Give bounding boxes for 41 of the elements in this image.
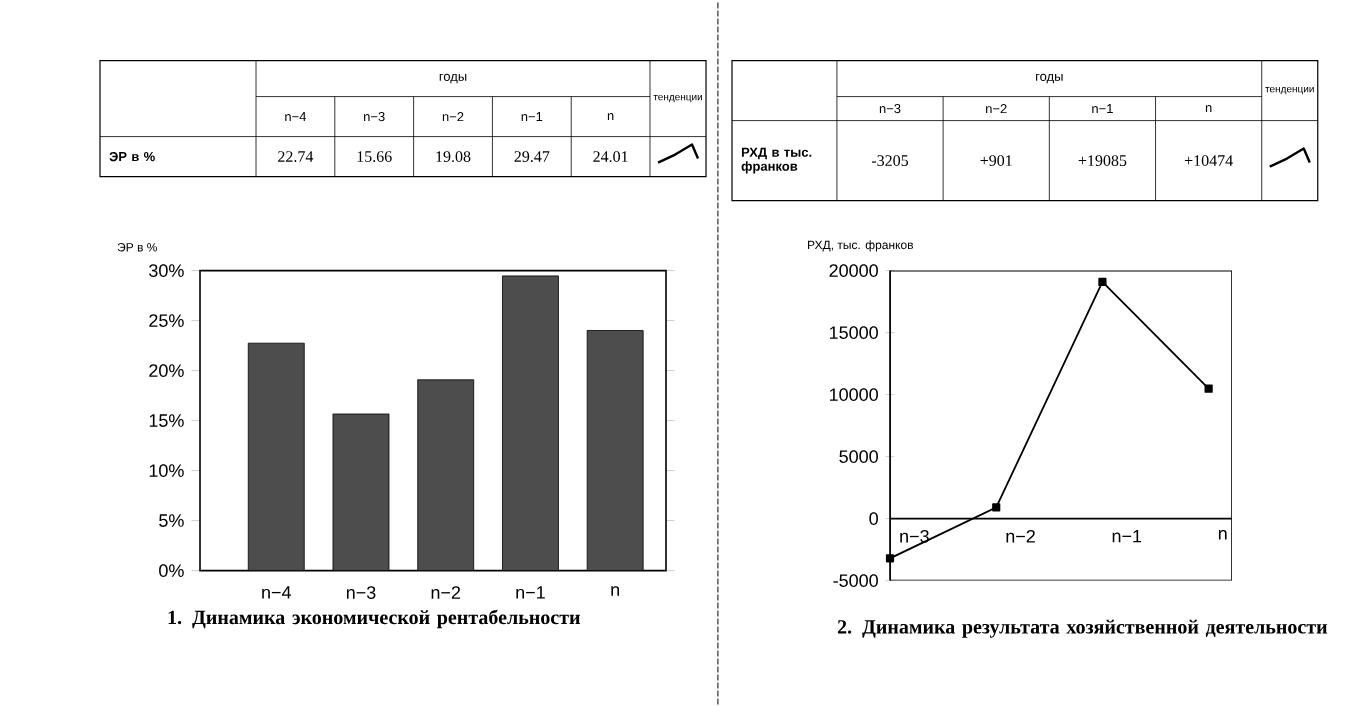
data-label: +19085 [1078,155,1127,167]
text: 1. Динамика экономической рентабельности [168,610,581,629]
bar [502,275,559,571]
data-label: 29.47 [514,151,550,163]
bar [247,343,305,571]
point [1098,278,1107,287]
x-tick-label: n−3 [346,586,376,600]
point [885,554,895,563]
y-tick-label: 0% [159,564,184,578]
x-tick-label: n−2 [1006,530,1035,543]
y-tick-label: 15000 [830,326,878,340]
data-label: 19.08 [436,151,471,163]
bar [586,330,644,571]
y-tick-label: 0 [869,512,878,526]
y-tick-label: 25% [149,314,184,328]
y-tick-label: 30% [149,264,184,278]
y-tick-label: 5% [159,514,184,528]
data-label: -3205 [871,155,909,167]
point [992,503,1001,512]
data-label: 15.66 [357,151,392,163]
x-tick-label: n−1 [516,586,545,599]
y-tick-label: 20% [149,364,184,378]
point [1204,385,1213,394]
y-tick-label: -5000 [833,574,878,588]
y-tick-label: 10% [149,464,184,478]
text: 2. Динамика результата хозяйственной деятельности [837,620,1328,639]
bar [417,379,475,571]
data-label: +10474 [1184,155,1233,167]
y-tick-label: 10000 [830,388,878,402]
x-tick-label: n [1218,530,1227,541]
bar [332,413,390,571]
y-tick-label: 20000 [829,264,878,278]
y-tick-label: 15% [149,414,184,428]
x-tick-label: n−4 [262,586,291,599]
y-tick-label: 5000 [839,450,878,464]
data-label: 24.01 [593,151,628,163]
x-tick-label: n−2 [431,586,461,600]
data-label: 22.74 [278,151,314,163]
x-tick-label: n [611,586,619,597]
data-label: +901 [980,155,1012,167]
x-tick-label: n−1 [1112,530,1142,543]
